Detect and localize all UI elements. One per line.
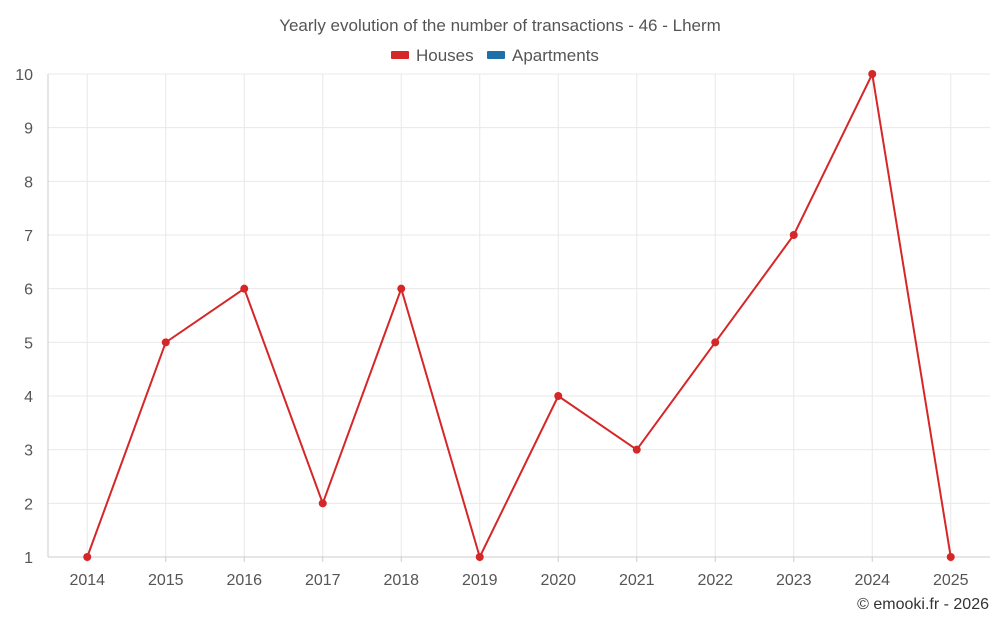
legend-swatch-houses — [391, 51, 409, 59]
x-tick-label: 2023 — [776, 572, 812, 589]
x-tick-label: 2014 — [69, 572, 105, 589]
legend-item-houses[interactable]: Houses — [391, 46, 474, 65]
y-tick-label: 9 — [24, 121, 33, 138]
x-tick-label: 2022 — [697, 572, 733, 589]
data-point-houses[interactable] — [789, 231, 798, 239]
legend: Houses Apartments — [391, 46, 599, 65]
x-tick-label: 2025 — [933, 572, 969, 589]
data-point-houses[interactable] — [711, 338, 720, 347]
y-tick-label: 3 — [24, 443, 33, 460]
data-point-houses[interactable] — [868, 70, 877, 78]
y-tick-label: 8 — [24, 174, 33, 191]
x-tick-label: 2024 — [854, 572, 890, 589]
y-tick-label: 10 — [15, 67, 33, 84]
x-axis: 2014 2015 2016 2017 2018 2019 2020 2021 2022 2023… — [48, 556, 990, 589]
x-tick-label: 2020 — [540, 572, 576, 589]
series-houses — [83, 70, 955, 561]
series-line-houses — [86, 70, 952, 560]
x-tick-label: 2017 — [305, 572, 341, 589]
legend-item-apartments[interactable]: Apartments — [487, 46, 599, 65]
x-tick-label: 2021 — [619, 572, 655, 589]
data-point-houses[interactable] — [83, 553, 92, 561]
y-tick-label: 2 — [24, 496, 33, 513]
x-tick-label: 2015 — [148, 572, 184, 589]
x-tick-label: 2018 — [383, 572, 419, 589]
legend-swatch-apartments — [487, 51, 505, 59]
data-point-houses[interactable] — [554, 392, 563, 400]
data-point-houses[interactable] — [475, 553, 484, 561]
credit-text: © emooki.fr - 2026 — [857, 596, 989, 613]
y-axis: 1 2 3 4 5 6 7 8 9 10 — [15, 67, 49, 567]
x-tick-label: 2016 — [226, 572, 262, 589]
y-tick-label: 5 — [24, 335, 33, 352]
chart-title: Yearly evolution of the number of transa… — [279, 16, 721, 35]
legend-label-apartments: Apartments — [512, 46, 599, 65]
y-tick-label: 1 — [24, 550, 33, 567]
x-tick-label: 2019 — [462, 572, 498, 589]
data-point-houses[interactable] — [946, 553, 955, 561]
y-tick-label: 4 — [24, 389, 33, 406]
gridlines — [48, 73, 990, 558]
data-point-houses[interactable] — [318, 499, 327, 508]
data-point-houses[interactable] — [397, 284, 406, 293]
y-tick-label: 7 — [24, 228, 33, 245]
data-point-houses[interactable] — [240, 284, 249, 293]
legend-label-houses: Houses — [416, 46, 474, 65]
data-point-houses[interactable] — [632, 445, 641, 454]
data-point-houses[interactable] — [161, 338, 170, 347]
y-tick-label: 6 — [24, 282, 33, 299]
